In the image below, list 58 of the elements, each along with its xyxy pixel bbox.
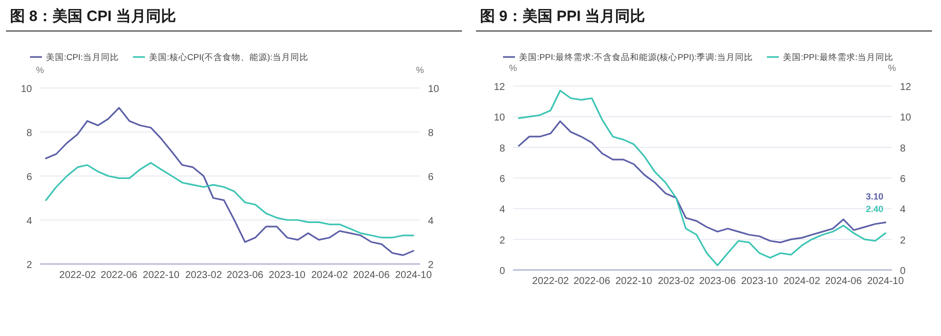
y-axis-title: % (36, 65, 44, 75)
legend-label: 美国:PPI:最终需求:不含食品和能源(核心PPI):季调:当月同比 (519, 52, 753, 62)
y-tick-label: 0 (499, 266, 506, 277)
line-series (45, 162, 414, 238)
y-tick-label: 4 (499, 204, 506, 216)
y2-tick-label: 2 (900, 235, 906, 246)
x-tick-label: 2023-06 (226, 270, 264, 281)
y2-tick-label: 4 (900, 204, 906, 216)
x-tick-label: 2022-06 (573, 276, 611, 287)
x-tick-label: 2024-02 (311, 270, 348, 281)
x-tick-label: 2024-06 (825, 276, 862, 287)
y2-tick-label: 10 (428, 84, 440, 95)
x-tick-label: 2024-02 (783, 276, 821, 287)
line-series (45, 107, 414, 256)
x-tick-label: 2022-02 (59, 270, 96, 281)
legend-label: 美国:PPI:最终需求:当月同比 (782, 52, 894, 62)
legend-label: 美国:核心CPI(不含食物、能源):当月同比 (148, 52, 308, 62)
y2-tick-label: 6 (900, 174, 906, 185)
legend-label: 美国:CPI:当月同比 (46, 52, 119, 62)
y2-tick-label: 12 (900, 82, 912, 93)
line-series (518, 90, 886, 266)
y2-axis-title: % (888, 63, 896, 73)
y-tick-label: 8 (499, 143, 506, 154)
y2-tick-label: 8 (428, 128, 434, 139)
y-tick-label: 2 (26, 260, 32, 271)
y2-axis-title: % (416, 65, 424, 75)
chart-title: 图 8：美国 CPI 当月同比 (10, 7, 176, 25)
x-tick-label: 2023-10 (741, 276, 778, 287)
y-tick-label: 8 (26, 128, 32, 139)
y-tick-label: 4 (26, 216, 32, 227)
y-tick-label: 6 (26, 172, 32, 183)
x-tick-label: 2022-10 (142, 270, 180, 281)
y-tick-label: 2 (499, 235, 506, 246)
x-tick-label: 2024-10 (395, 270, 432, 281)
y-tick-label: 6 (499, 174, 506, 185)
x-tick-label: 2023-10 (268, 270, 306, 281)
x-tick-label: 2023-06 (699, 276, 736, 287)
data-label: 2.40 (866, 204, 884, 214)
y2-tick-label: 8 (900, 143, 906, 154)
y-tick-label: 12 (494, 82, 506, 93)
x-tick-label: 2022-10 (615, 276, 653, 287)
y-tick-label: 10 (494, 112, 506, 124)
x-tick-label: 2023-02 (658, 276, 695, 287)
y2-tick-label: 6 (428, 172, 434, 183)
y2-tick-label: 4 (428, 216, 434, 227)
y-tick-label: 10 (20, 84, 32, 95)
line-series (518, 120, 886, 244)
y2-tick-label: 10 (900, 112, 912, 124)
y2-tick-label: 2 (428, 260, 434, 271)
data-label: 3.10 (866, 191, 884, 202)
x-tick-label: 2023-02 (185, 270, 222, 281)
x-tick-label: 2024-10 (867, 276, 904, 287)
y-axis-title: % (508, 63, 518, 73)
x-tick-label: 2024-06 (352, 270, 390, 281)
x-tick-label: 2022-02 (532, 276, 570, 287)
chart-title: 图 9：美国 PPI 当月同比 (480, 7, 646, 25)
y2-tick-label: 0 (900, 266, 906, 277)
x-tick-label: 2022-06 (100, 270, 138, 281)
